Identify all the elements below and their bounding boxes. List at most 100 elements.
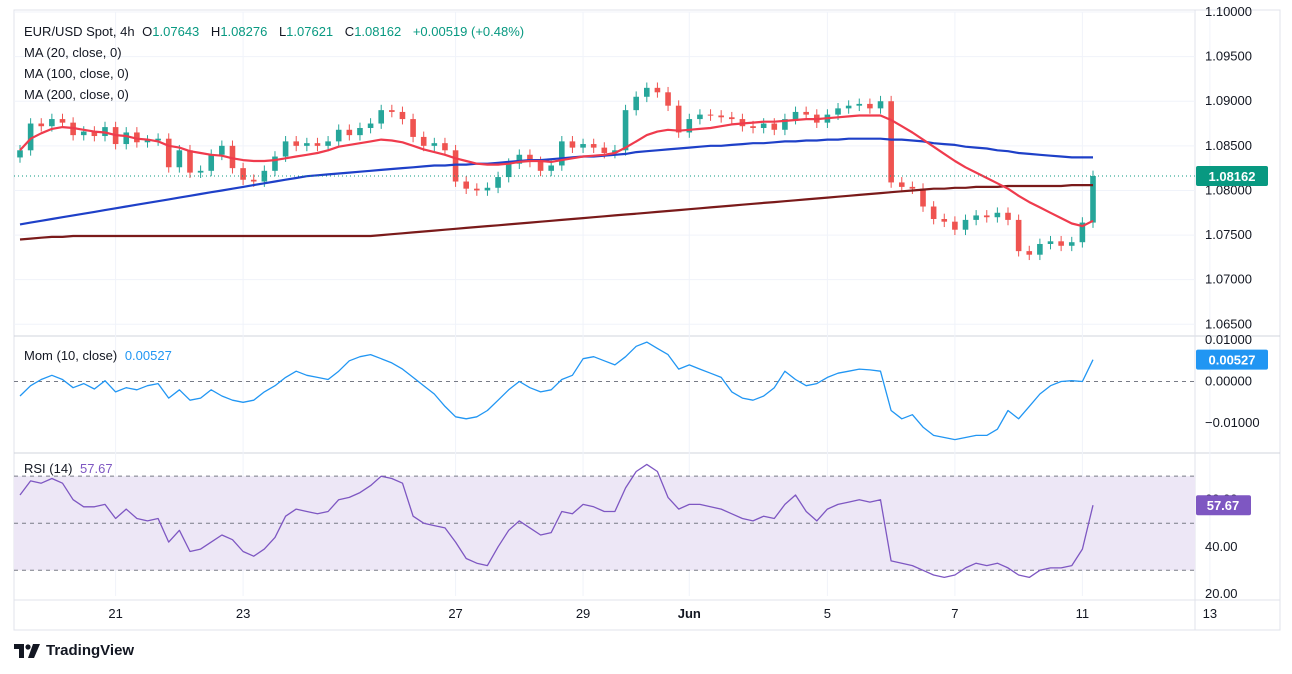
candle-body [484, 187, 491, 191]
last-price-label: 1.08162 [1209, 169, 1256, 184]
candle-body [357, 127, 363, 136]
candle-body [941, 219, 948, 222]
candle-body [1079, 222, 1086, 243]
candle-body [304, 143, 310, 146]
candle-body [410, 119, 416, 137]
candle-body [569, 141, 576, 148]
candle-body [548, 165, 554, 171]
time-tick-label: 23 [236, 606, 250, 621]
candle-body [431, 143, 438, 146]
candle-body [38, 123, 45, 127]
candle-body [962, 219, 969, 230]
candle-body [187, 150, 193, 173]
candle-body [59, 119, 66, 123]
candle-body [559, 141, 565, 166]
mom-tick-label: −0.01000 [1205, 415, 1260, 430]
rsi-line [19, 463, 1094, 579]
candle-body [272, 156, 278, 171]
candle-body [240, 168, 246, 180]
candle-body [389, 110, 395, 112]
candle-body [644, 87, 650, 97]
candle-body [420, 136, 427, 146]
ma200-line [19, 184, 1093, 241]
open-value: 1.07643 [152, 24, 200, 39]
grid-lines [13, 9, 1281, 631]
candle-body [17, 150, 23, 158]
candle-body [792, 111, 799, 120]
time-tick-label: 5 [824, 606, 831, 621]
time-tick-label: Jun [678, 606, 701, 621]
mom-label: Mom (10, close) [24, 348, 118, 363]
ma100-legend[interactable]: MA (100, close, 0) [24, 66, 129, 81]
candle-body [134, 132, 140, 143]
candle-body [155, 138, 161, 141]
rsi-legend[interactable]: RSI (14) 57.67 [24, 461, 117, 476]
time-tick-label: 11 [1076, 606, 1090, 621]
candle-body [442, 143, 448, 151]
header-legend: EUR/USD Spot, 4h O1.07643 H1.08276 L1.07… [24, 24, 528, 39]
price-tick-label: 1.06500 [1205, 316, 1252, 331]
candle-body [707, 114, 714, 116]
candle-body [1005, 212, 1011, 220]
price-tick-label: 1.09000 [1205, 93, 1252, 108]
mom-tick-label: 0.01000 [1205, 332, 1252, 347]
candle-body [771, 123, 778, 130]
ma20-legend[interactable]: MA (20, close, 0) [24, 45, 122, 60]
candle-body [537, 161, 544, 171]
rsi-label: RSI (14) [24, 461, 73, 476]
candle-body [728, 117, 735, 120]
candle-body [622, 110, 629, 151]
candle-body [282, 141, 289, 157]
momentum-pane[interactable] [14, 341, 1195, 441]
candle-body [80, 131, 87, 136]
candle-body [888, 101, 894, 183]
price-pane[interactable] [14, 82, 1195, 261]
last-price-badge [1196, 165, 1268, 186]
mom-legend[interactable]: Mom (10, close) 0.00527 [24, 348, 176, 363]
axes: 1.06500 1.07000 1.07500 1.08000 1.08500 1.090… [108, 4, 1268, 621]
close-value: 1.08162 [354, 24, 402, 39]
time-tick-label: 29 [576, 606, 590, 621]
candle-body [803, 111, 809, 115]
price-tick-label: 1.08000 [1205, 182, 1252, 197]
candle-body [527, 154, 533, 162]
candle-body [867, 103, 873, 109]
candle-body [219, 145, 225, 155]
candle-body [208, 154, 215, 171]
ma100-line [19, 137, 1093, 226]
candle-body [898, 182, 905, 187]
ma200-legend[interactable]: MA (200, close, 0) [24, 87, 129, 102]
rsi-tick-label: 20.00 [1205, 586, 1238, 601]
candle-body [835, 108, 841, 115]
candle-body [474, 188, 480, 191]
candle-body [590, 144, 597, 148]
candle-body [123, 132, 130, 145]
rsi-value-badge [1196, 495, 1251, 516]
candle-body [346, 129, 353, 136]
candle-body [314, 143, 321, 146]
price-tick-label: 1.07500 [1205, 227, 1252, 242]
candle-body [452, 150, 459, 182]
low-label: L [278, 24, 287, 39]
candle-body [325, 141, 331, 146]
candle-body [983, 215, 990, 218]
open-label: O [142, 24, 153, 39]
rsi-tick-label: 40.00 [1205, 539, 1238, 554]
candle-body [1047, 241, 1054, 244]
candle-body [654, 87, 661, 93]
candle-body [293, 141, 300, 146]
candle-body [580, 144, 586, 148]
high-label: H [210, 24, 221, 39]
rsi-badge-label: 57.67 [1207, 498, 1240, 513]
low-value: 1.07621 [286, 24, 334, 39]
tradingview-logo[interactable]: TradingView [14, 642, 134, 659]
tradingview-logo-icon [14, 643, 40, 658]
candle-body [930, 206, 937, 220]
mom-legend-value: 0.00527 [124, 348, 172, 363]
rsi-pane[interactable] [14, 463, 1195, 579]
price-tick-label: 1.09500 [1205, 49, 1252, 64]
candle-body [144, 140, 151, 143]
candle-body [920, 188, 926, 207]
candle-body [1090, 175, 1096, 223]
